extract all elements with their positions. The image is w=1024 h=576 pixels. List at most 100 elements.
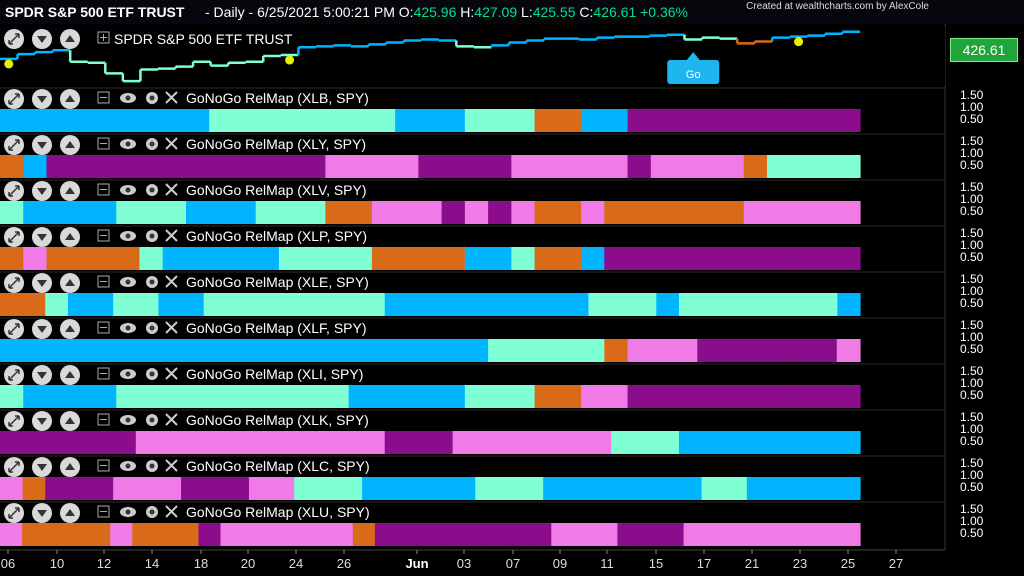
- collapse-box-icon[interactable]: [97, 413, 110, 426]
- relmap-bar: [271, 431, 295, 454]
- y-tick-label: 1.50: [960, 456, 984, 470]
- relmap-bar: [814, 293, 838, 316]
- plus-icon[interactable]: [97, 31, 110, 44]
- relmap-bar: [475, 431, 499, 454]
- relmap-bar: [348, 385, 373, 408]
- relmap-bar: [767, 155, 791, 178]
- x-tick-label: 07: [506, 556, 520, 571]
- close-icon[interactable]: [165, 137, 178, 150]
- relmap-bar: [66, 523, 89, 546]
- relmap-bar: [543, 293, 567, 316]
- collapse-box-icon[interactable]: [97, 367, 110, 380]
- relmap-bar: [352, 523, 376, 546]
- relmap-title: GoNoGo RelMap (XLY, SPY): [186, 136, 366, 152]
- relmap-bar: [720, 155, 745, 178]
- close-icon[interactable]: [165, 183, 178, 196]
- relmap-bar: [371, 201, 396, 224]
- relmap-bar: [0, 523, 23, 546]
- relmap-panel-4-expand-glyph: [8, 277, 20, 289]
- relmap-bar: [92, 109, 117, 132]
- relmap-bar: [749, 523, 773, 546]
- collapse-box-icon[interactable]: [97, 459, 110, 472]
- relmap-bar: [464, 155, 489, 178]
- y-tick-label: 0.50: [960, 158, 984, 172]
- relmap-bar: [534, 109, 559, 132]
- open-value: 425.96: [413, 4, 457, 20]
- y-tick-label: 1.00: [960, 100, 984, 114]
- relmap-panel-1-down-glyph: [37, 142, 47, 149]
- relmap-bar: [557, 109, 582, 132]
- relmap-bar: [69, 247, 94, 270]
- relmap-bar: [565, 477, 590, 500]
- relmap-bar: [639, 523, 663, 546]
- yellow-dot-marker: [4, 59, 14, 69]
- relmap-bar: [656, 293, 680, 316]
- x-tick-label: Jun: [405, 556, 428, 571]
- gear-hub: [149, 509, 155, 515]
- relmap-bar: [158, 293, 182, 316]
- relmap-bar: [232, 385, 257, 408]
- relmap-bar: [255, 339, 280, 362]
- relmap-bar: [325, 247, 350, 270]
- relmap-bar: [116, 201, 141, 224]
- relmap-bar: [90, 293, 114, 316]
- relmap-bar: [705, 523, 729, 546]
- relmap-bar: [302, 109, 327, 132]
- y-tick-label: 1.50: [960, 364, 984, 378]
- relmap-bar: [348, 339, 373, 362]
- collapse-box-icon[interactable]: [97, 137, 110, 150]
- relmap-title: GoNoGo RelMap (XLE, SPY): [186, 274, 369, 290]
- close-icon[interactable]: [165, 413, 178, 426]
- y-tick-label: 1.50: [960, 272, 984, 286]
- close-icon[interactable]: [165, 229, 178, 242]
- relmap-bar: [697, 155, 722, 178]
- collapse-box-icon[interactable]: [97, 183, 110, 196]
- relmap-bar: [697, 109, 722, 132]
- close-icon[interactable]: [165, 321, 178, 334]
- collapse-box-icon[interactable]: [97, 229, 110, 242]
- relmap-panel-6-up-glyph: [65, 371, 75, 378]
- relmap-bar: [720, 247, 745, 270]
- relmap-bar: [45, 293, 69, 316]
- relmap-bar: [278, 385, 303, 408]
- relmap-bar: [771, 523, 795, 546]
- collapse-box-icon[interactable]: [97, 91, 110, 104]
- relmap-bar: [464, 201, 489, 224]
- x-tick-label: 03: [457, 556, 471, 571]
- collapse-box-icon[interactable]: [97, 321, 110, 334]
- relmap-bar: [384, 293, 408, 316]
- relmap-bar: [627, 201, 652, 224]
- relmap-bar: [534, 247, 559, 270]
- relmap-bar: [67, 431, 92, 454]
- relmap-bar: [302, 155, 327, 178]
- relmap-bar: [362, 431, 386, 454]
- relmap-bar: [162, 155, 187, 178]
- collapse-box-icon[interactable]: [97, 275, 110, 288]
- relmap-bar: [627, 339, 652, 362]
- close-icon[interactable]: [165, 91, 178, 104]
- relmap-bar: [661, 523, 685, 546]
- relmap-bar: [0, 155, 24, 178]
- close-icon[interactable]: [165, 275, 178, 288]
- relmap-bar: [674, 247, 698, 270]
- relmap-bar: [302, 247, 327, 270]
- relmap-bar: [790, 109, 815, 132]
- close-icon[interactable]: [165, 367, 178, 380]
- relmap-panel-0-up-glyph: [65, 95, 75, 102]
- y-tick-label: 1.00: [960, 330, 984, 344]
- relmap-bar: [69, 201, 94, 224]
- ohlc-readout: - Daily - 6/25/2021 5:00:21 PM O:425.96 …: [205, 4, 688, 20]
- close-icon[interactable]: [165, 505, 178, 518]
- close-icon[interactable]: [165, 459, 178, 472]
- relmap-title: GoNoGo RelMap (XLB, SPY): [186, 90, 369, 106]
- gear-hub: [149, 233, 155, 239]
- relmap-panel-0-down-glyph: [37, 96, 47, 103]
- last-price-tag: 426.61: [950, 38, 1018, 62]
- relmap-panel-3-up-glyph: [65, 233, 75, 240]
- collapse-box-icon[interactable]: [97, 505, 110, 518]
- relmap-bar: [464, 109, 489, 132]
- relmap-bar: [475, 293, 499, 316]
- relmap-bar: [113, 477, 137, 500]
- y-tick-label: 0.50: [960, 342, 984, 356]
- relmap-bar: [22, 477, 46, 500]
